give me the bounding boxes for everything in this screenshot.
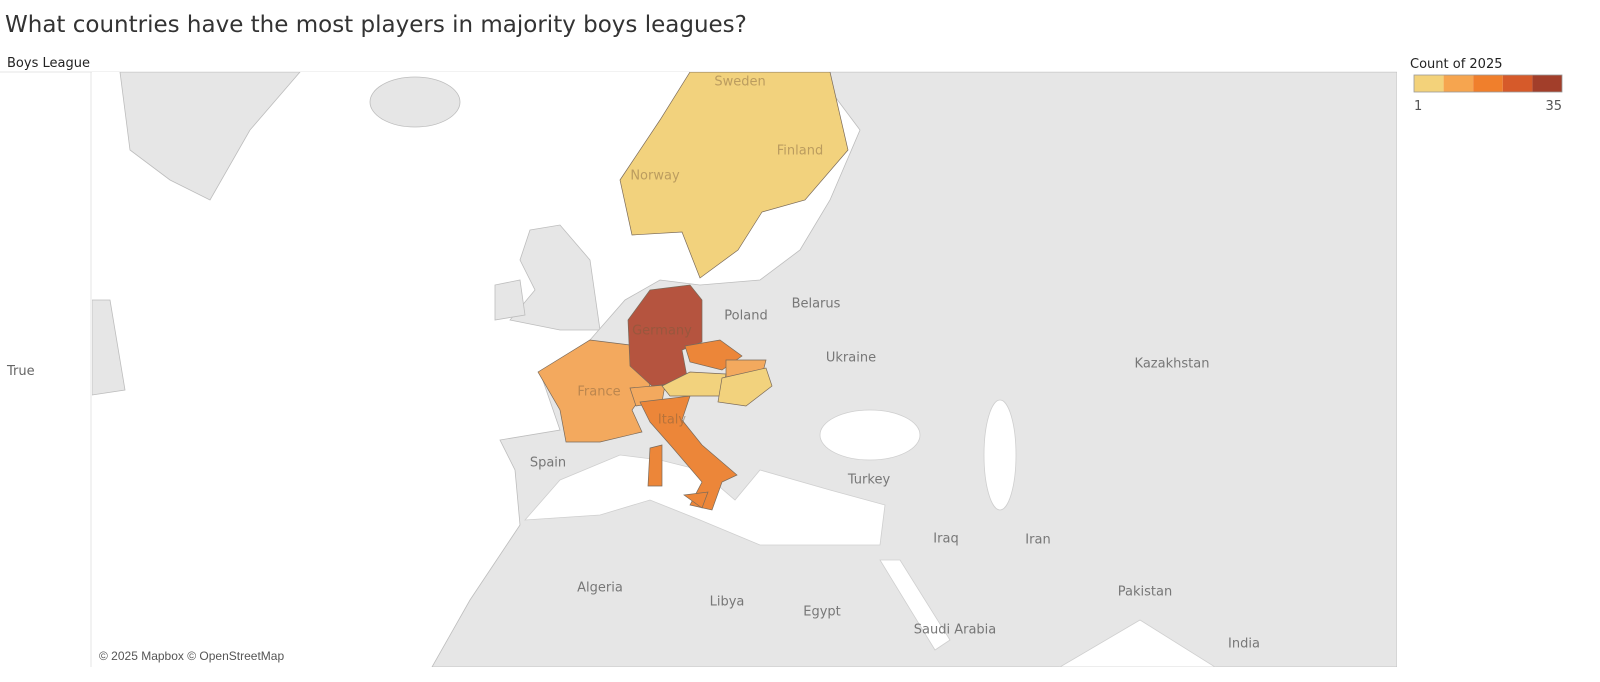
country[interactable]: [639, 395, 738, 511]
legend-swatch: [1443, 75, 1474, 92]
landmass: [369, 76, 461, 128]
country-label: Iran: [1025, 533, 1050, 548]
legend-swatch: [1532, 75, 1562, 92]
country-label: Spain: [530, 456, 566, 471]
landmass: [494, 279, 526, 321]
country-label: Norway: [630, 169, 680, 184]
landmass: [509, 224, 601, 331]
row-label: True: [6, 364, 35, 379]
attribution: © 2025 Mapbox © OpenStreetMap: [99, 649, 284, 663]
legend-min: 1: [1414, 99, 1422, 114]
legend-max: 35: [1545, 99, 1562, 114]
sea: [1059, 619, 1216, 667]
country-label: Finland: [777, 144, 823, 159]
country-label: Belarus: [792, 297, 841, 312]
country[interactable]: [537, 339, 651, 443]
country-label: Germany: [632, 324, 692, 339]
country-label: Ukraine: [826, 351, 876, 366]
sea: [879, 559, 951, 651]
country-label: Sweden: [714, 75, 765, 90]
country-label: Egypt: [803, 605, 841, 620]
country-label: France: [577, 385, 620, 400]
legend-title: Count of 2025: [1410, 57, 1503, 72]
country-label: Poland: [724, 309, 767, 324]
landmass: [92, 299, 126, 396]
country-label: Italy: [658, 413, 687, 428]
legend-swatch: [1502, 75, 1533, 92]
landmass: [119, 72, 301, 201]
country-label: Saudi Arabia: [914, 623, 997, 638]
legend-border: [1413, 74, 1563, 93]
country-label: Algeria: [577, 581, 623, 596]
map[interactable]: Sweden Finland Norway Germany Poland Belarus U…: [92, 72, 1397, 667]
sea: [983, 399, 1017, 511]
country-label: Kazakhstan: [1135, 357, 1210, 372]
country-label: Pakistan: [1118, 585, 1172, 600]
country-label: Libya: [710, 595, 745, 610]
page-title: What countries have the most players in …: [5, 12, 747, 38]
country[interactable]: [683, 491, 709, 509]
row-header: Boys League: [7, 56, 90, 71]
sea: [819, 409, 921, 461]
country-label: Turkey: [847, 473, 891, 488]
country-label: India: [1228, 637, 1260, 652]
country[interactable]: [619, 72, 849, 279]
legend: Count of 2025 1 35: [1410, 57, 1563, 114]
country[interactable]: [627, 284, 703, 387]
legend-swatch: [1414, 75, 1444, 92]
legend-swatch: [1473, 75, 1503, 92]
country[interactable]: [647, 444, 663, 487]
country[interactable]: [717, 367, 773, 407]
country-label: Iraq: [933, 532, 958, 547]
